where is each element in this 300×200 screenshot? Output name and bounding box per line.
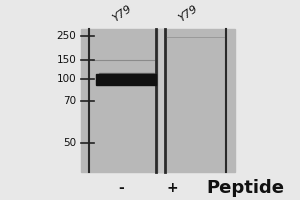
Bar [99, 73, 154, 75]
Text: Y79: Y79 [176, 3, 199, 23]
Text: -: - [118, 181, 124, 195]
Bar [159, 29, 164, 172]
Text: 250: 250 [57, 31, 76, 41]
Text: 100: 100 [57, 74, 76, 84]
Bar [96, 74, 156, 85]
Text: +: + [166, 181, 178, 195]
Text: Peptide: Peptide [206, 179, 284, 197]
Text: 150: 150 [57, 55, 76, 65]
Text: 50: 50 [63, 138, 76, 148]
Bar [99, 73, 154, 75]
Text: 70: 70 [63, 96, 76, 106]
Text: Y79: Y79 [111, 3, 134, 23]
Bar [81, 29, 235, 172]
